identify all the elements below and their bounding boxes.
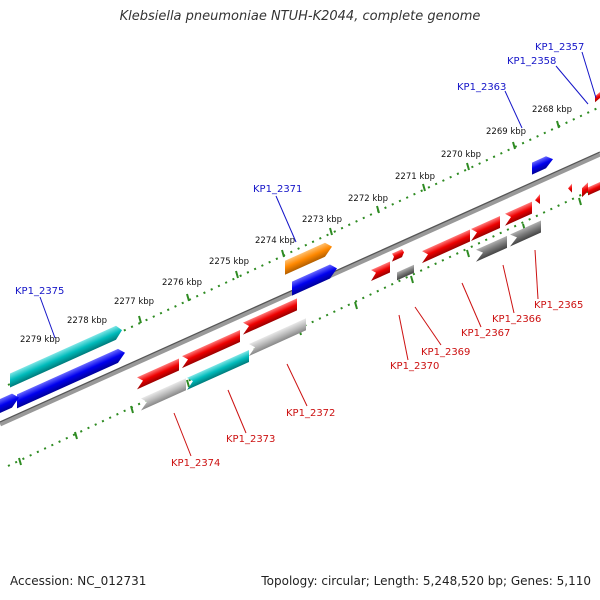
inner-tick bbox=[18, 457, 22, 466]
leader-kp1-2358 bbox=[555, 65, 589, 105]
gene-label-kp1-2365[interactable]: KP1_2365 bbox=[534, 300, 583, 311]
gene-kp1-2363[interactable] bbox=[532, 153, 553, 175]
gene-kp1-2369[interactable] bbox=[397, 264, 414, 281]
gene-small-red[interactable] bbox=[582, 182, 588, 198]
inner-ruler bbox=[7, 185, 600, 467]
inner-tick bbox=[130, 405, 134, 414]
gene-label-kp1-2369[interactable]: KP1_2369 bbox=[421, 347, 470, 358]
gene-kp1-2370-b[interactable] bbox=[371, 261, 390, 282]
inner-tick bbox=[186, 379, 190, 388]
reverse-gene-labels: KP1_2365 KP1_2366 KP1_2367 KP1_2369 KP1_… bbox=[171, 300, 583, 469]
gene-kp1-2371-orange[interactable] bbox=[285, 240, 332, 275]
forward-strand-genes bbox=[0, 91, 600, 413]
genome-summary-text: Topology: circular; Length: 5,248,520 bp… bbox=[261, 574, 591, 588]
gene-kp1-2374-red[interactable] bbox=[137, 358, 179, 390]
leader-kp1-2363 bbox=[504, 90, 523, 129]
accession-text: Accession: NC_012731 bbox=[10, 574, 147, 588]
gene-label-kp1-2370[interactable]: KP1_2370 bbox=[390, 361, 439, 372]
inner-tick bbox=[466, 249, 470, 258]
tick-2270 bbox=[466, 162, 470, 171]
leader-kp1-2366 bbox=[502, 264, 515, 314]
gene-partial-left[interactable] bbox=[0, 390, 19, 413]
gene-kp1-2365[interactable] bbox=[505, 201, 532, 226]
tick-2277 bbox=[138, 315, 142, 324]
inner-tick bbox=[354, 301, 358, 310]
gene-kp1-2372-red[interactable] bbox=[243, 298, 297, 335]
leader-lines bbox=[39, 51, 597, 457]
gene-label-kp1-2358[interactable]: KP1_2358 bbox=[507, 56, 556, 67]
inner-tick bbox=[74, 431, 78, 440]
gene-label-kp1-2363[interactable]: KP1_2363 bbox=[457, 82, 506, 93]
gene-kp1-2367[interactable] bbox=[471, 215, 500, 242]
kbp-label: 2272 kbp bbox=[348, 194, 388, 204]
reverse-strand-genes bbox=[137, 181, 600, 411]
gene-kp1-2373[interactable] bbox=[187, 349, 249, 390]
gene-kp1-2374[interactable] bbox=[141, 378, 186, 411]
gene-kp1-2375-cyan[interactable] bbox=[10, 323, 122, 388]
kbp-label: 2278 kbp bbox=[67, 316, 107, 326]
kbp-label: 2271 kbp bbox=[395, 172, 435, 182]
gene-kp1-2365-small[interactable] bbox=[535, 193, 540, 206]
kbp-label: 2277 kbp bbox=[114, 297, 154, 307]
gene-label-kp1-2371[interactable]: KP1_2371 bbox=[253, 184, 302, 195]
gene-kp1-2373-red[interactable] bbox=[182, 329, 240, 369]
leader-kp1-2370 bbox=[398, 314, 409, 361]
tick-2269 bbox=[512, 141, 516, 150]
gene-kp1-2370[interactable] bbox=[392, 248, 404, 262]
gene-kp1-2357[interactable] bbox=[595, 91, 600, 103]
tick-2271 bbox=[422, 183, 426, 192]
leader-kp1-2374 bbox=[173, 412, 192, 457]
map-title: Klebsiella pneumoniae NTUH-K2044, comple… bbox=[119, 9, 481, 24]
kbp-label: 2276 kbp bbox=[162, 278, 202, 288]
kbp-label: 2273 kbp bbox=[302, 215, 342, 225]
outer-ruler bbox=[7, 106, 600, 386]
gene-label-kp1-2366[interactable]: KP1_2366 bbox=[492, 314, 541, 325]
gene-kp1-2367-b[interactable] bbox=[422, 229, 470, 264]
kbp-label: 2269 kbp bbox=[486, 127, 526, 137]
gene-kp1-2366[interactable] bbox=[510, 220, 541, 247]
gene-label-kp1-2373[interactable]: KP1_2373 bbox=[226, 434, 275, 445]
gene-label-kp1-2374[interactable]: KP1_2374 bbox=[171, 458, 220, 469]
kbp-label: 2268 kbp bbox=[532, 105, 572, 115]
leader-kp1-2365 bbox=[534, 249, 539, 300]
tick-2268 bbox=[556, 120, 560, 129]
kbp-scale-labels: 2268 kbp 2269 kbp 2270 kbp 2271 kbp 2272… bbox=[20, 105, 572, 345]
leader-kp1-2375 bbox=[39, 296, 56, 339]
tick-2273 bbox=[329, 227, 333, 236]
tick-2272 bbox=[376, 205, 380, 214]
gene-label-kp1-2375[interactable]: KP1_2375 bbox=[15, 286, 64, 297]
gene-label-kp1-2367[interactable]: KP1_2367 bbox=[461, 328, 510, 339]
kbp-label: 2279 kbp bbox=[20, 335, 60, 345]
leader-kp1-2372 bbox=[286, 363, 308, 407]
tick-2274 bbox=[281, 249, 285, 258]
kbp-label: 2275 kbp bbox=[209, 257, 249, 267]
tick-2275 bbox=[235, 270, 239, 279]
kbp-label: 2274 kbp bbox=[255, 236, 295, 246]
gene-label-kp1-2357[interactable]: KP1_2357 bbox=[535, 42, 584, 53]
leader-kp1-2357 bbox=[581, 51, 597, 99]
kbp-label: 2270 kbp bbox=[441, 150, 481, 160]
gene-small-red[interactable] bbox=[588, 181, 600, 196]
gene-kp1-2371[interactable] bbox=[292, 261, 337, 296]
leader-kp1-2367 bbox=[461, 282, 482, 328]
gene-kp1-2372[interactable] bbox=[249, 318, 306, 356]
gene-kp1-2366-b[interactable] bbox=[476, 235, 507, 262]
inner-tick bbox=[410, 275, 414, 284]
leader-kp1-2371 bbox=[275, 195, 297, 243]
leader-kp1-2373 bbox=[227, 389, 247, 434]
forward-gene-labels: KP1_2357 KP1_2358 KP1_2363 KP1_2371 KP1_… bbox=[15, 42, 584, 297]
tick-2276 bbox=[186, 293, 190, 302]
gene-kp1-2375[interactable] bbox=[17, 346, 125, 409]
gene-label-kp1-2372[interactable]: KP1_2372 bbox=[286, 408, 335, 419]
gene-small-red[interactable] bbox=[568, 183, 572, 195]
leader-kp1-2369 bbox=[414, 306, 442, 346]
inner-tick bbox=[578, 197, 582, 206]
